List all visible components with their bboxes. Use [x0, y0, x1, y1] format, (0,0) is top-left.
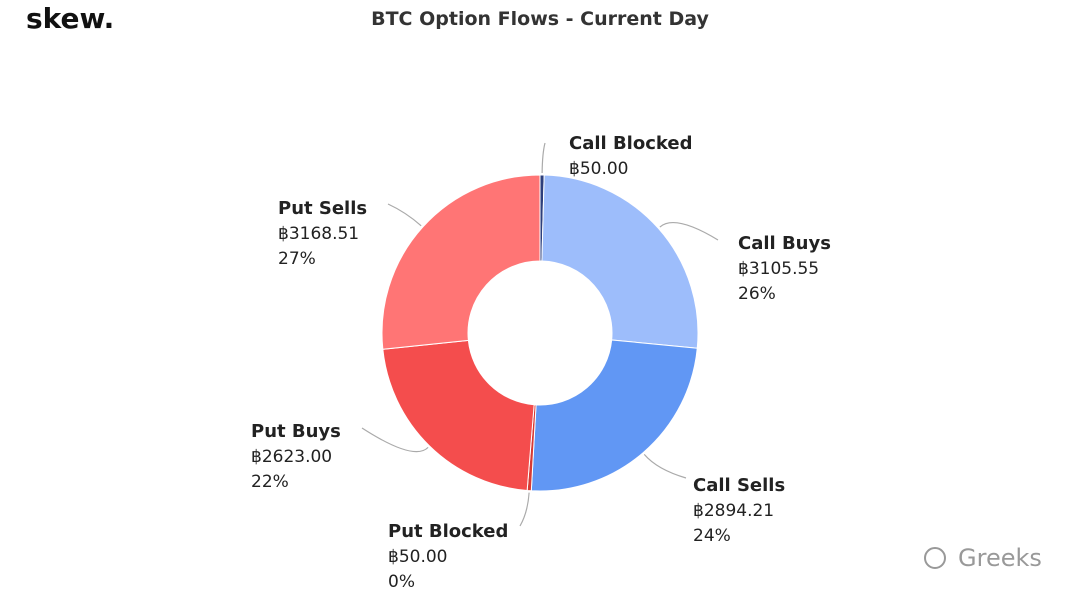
slice	[541, 174, 699, 349]
chart-title: BTC Option Flows - Current Day	[371, 8, 709, 30]
logo: skew.	[26, 2, 114, 35]
value-label: ฿3105.55	[738, 259, 819, 279]
leader-line	[541, 142, 546, 174]
value-label: ฿2623.00	[251, 447, 332, 467]
leader-line	[387, 203, 422, 227]
watermark: Greeks	[958, 544, 1042, 572]
value-label: ฿50.00	[569, 159, 628, 179]
slice	[381, 174, 541, 350]
value-label: ฿2894.21	[693, 501, 774, 521]
slice-label: Call Blocked	[569, 133, 692, 154]
percent-label: 0%	[388, 572, 415, 592]
value-label: ฿3168.51	[278, 224, 359, 244]
value-label: ฿50.00	[388, 547, 447, 567]
leader-line	[361, 427, 429, 453]
slice-label: Call Buys	[738, 233, 831, 254]
slice-label: Put Sells	[278, 198, 367, 219]
leader-line	[659, 221, 719, 241]
percent-label: 24%	[693, 526, 731, 546]
percent-label: 22%	[251, 472, 289, 492]
leader-line	[519, 492, 530, 527]
slice-label: Put Buys	[251, 421, 341, 442]
slice	[382, 339, 535, 492]
watermark-icon	[924, 547, 946, 569]
percent-label: 27%	[278, 249, 316, 269]
percent-label: 26%	[738, 284, 776, 304]
leader-line	[643, 453, 687, 479]
slice-label: Call Sells	[693, 475, 785, 496]
slice-label: Put Blocked	[388, 521, 508, 542]
slice	[530, 339, 698, 492]
